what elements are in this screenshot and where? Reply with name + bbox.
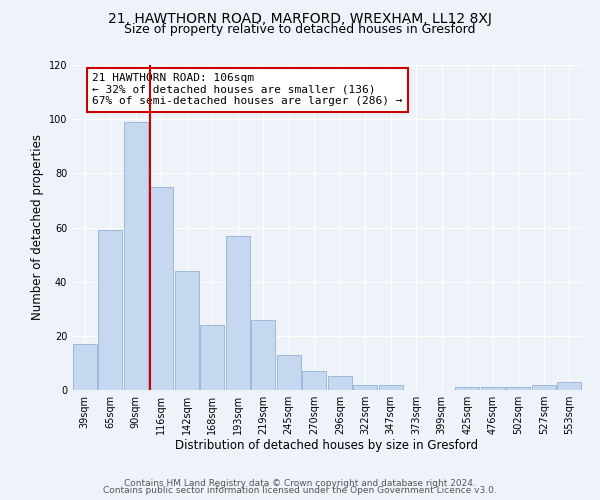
Bar [124, 122, 148, 390]
Text: 21 HAWTHORN ROAD: 106sqm
← 32% of detached houses are smaller (136)
67% of semi-: 21 HAWTHORN ROAD: 106sqm ← 32% of detach… [92, 73, 403, 106]
Bar [200, 325, 224, 390]
Bar [353, 384, 377, 390]
Bar [532, 384, 556, 390]
Bar [98, 230, 122, 390]
Bar [226, 236, 250, 390]
Bar [251, 320, 275, 390]
X-axis label: Distribution of detached houses by size in Gresford: Distribution of detached houses by size … [175, 438, 479, 452]
Bar [149, 187, 173, 390]
Text: Contains HM Land Registry data © Crown copyright and database right 2024.: Contains HM Land Registry data © Crown c… [124, 478, 476, 488]
Bar [506, 388, 530, 390]
Bar [481, 388, 505, 390]
Text: Size of property relative to detached houses in Gresford: Size of property relative to detached ho… [124, 22, 476, 36]
Text: 21, HAWTHORN ROAD, MARFORD, WREXHAM, LL12 8XJ: 21, HAWTHORN ROAD, MARFORD, WREXHAM, LL1… [108, 12, 492, 26]
Y-axis label: Number of detached properties: Number of detached properties [31, 134, 44, 320]
Bar [277, 355, 301, 390]
Bar [379, 384, 403, 390]
Bar [455, 388, 479, 390]
Bar [302, 371, 326, 390]
Bar [175, 271, 199, 390]
Text: Contains public sector information licensed under the Open Government Licence v3: Contains public sector information licen… [103, 486, 497, 495]
Bar [73, 344, 97, 390]
Bar [328, 376, 352, 390]
Bar [557, 382, 581, 390]
